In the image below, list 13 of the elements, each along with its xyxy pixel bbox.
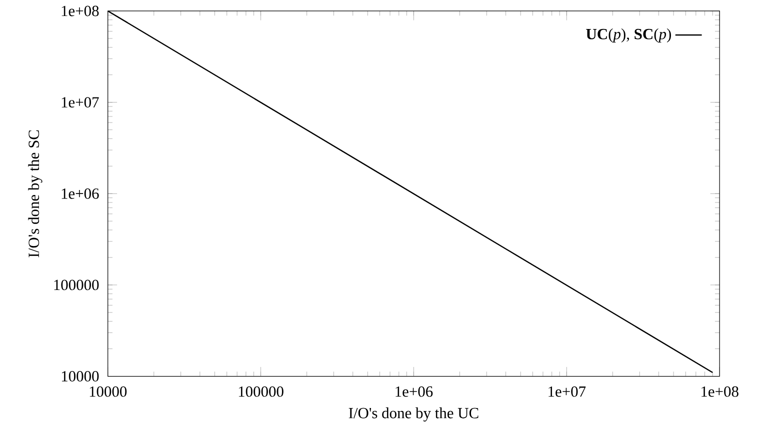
y-tick-label: 1e+06	[62, 188, 99, 199]
x-tick-label: 100000	[238, 386, 284, 397]
y-axis-title: I/O's done by the SC	[28, 130, 42, 258]
x-tick-label: 1e+08	[702, 386, 738, 397]
x-axis-title: I/O's done by the UC	[348, 407, 478, 422]
x-tick-label: 1e+06	[396, 386, 433, 397]
x-tick-label: 1e+07	[548, 386, 586, 397]
y-tick-label: 1e+07	[62, 97, 99, 108]
y-tick-label: 1e+08	[62, 6, 99, 16]
x-tick-label: 10000	[90, 386, 127, 397]
y-tick-label: 10000	[62, 371, 99, 382]
legend-label: UC(p), SC(p)	[586, 28, 671, 42]
y-tick-label: 100000	[54, 280, 99, 290]
